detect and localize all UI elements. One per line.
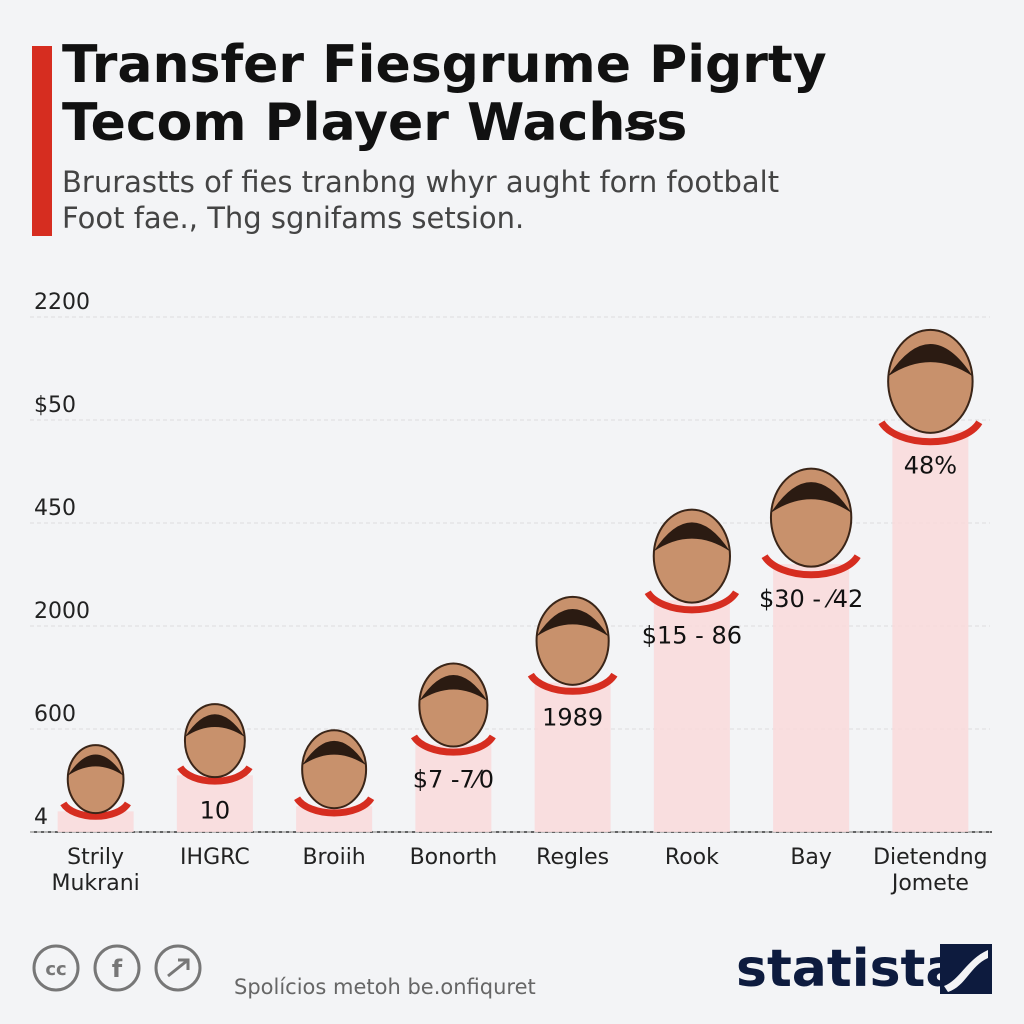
brand-logo xyxy=(940,944,992,994)
x-tick-label: Bay xyxy=(790,845,832,870)
accent-bar xyxy=(32,46,52,236)
y-tick-label: 600 xyxy=(34,702,76,727)
footer-note: Spolícios metoh be.onfiquret xyxy=(234,975,536,999)
bar-label: 1989 xyxy=(542,704,603,732)
jersey-collar xyxy=(527,672,618,695)
bar xyxy=(653,600,730,832)
player-hair xyxy=(419,674,488,701)
x-tick-label: Broiih xyxy=(302,845,366,870)
player-hair xyxy=(184,714,245,738)
svg-text:cc: cc xyxy=(45,959,66,980)
player-hair xyxy=(653,522,731,552)
jersey-collar xyxy=(410,734,496,756)
jersey-collar xyxy=(177,765,253,785)
bar xyxy=(892,430,969,832)
share-icon xyxy=(154,944,202,992)
jersey-collar xyxy=(878,420,983,446)
x-tick-label: Bonorth xyxy=(409,845,498,870)
y-tick-label: 450 xyxy=(34,496,76,521)
footer-icons: cc f xyxy=(32,944,202,992)
x-tick-label: Rook xyxy=(664,845,719,870)
jersey-collar xyxy=(644,590,740,614)
svg-text:f: f xyxy=(112,955,123,983)
player-hair xyxy=(770,482,852,513)
jersey-collar xyxy=(294,796,375,817)
y-tick-label: $50 xyxy=(34,393,76,418)
bar-label: $30 - ⁄42 xyxy=(759,585,863,613)
bar xyxy=(176,775,253,832)
bar xyxy=(415,744,492,832)
cc-icon xyxy=(32,944,80,992)
player-hair xyxy=(888,344,973,377)
bar-label: $15 - 86 xyxy=(642,621,742,649)
chart-subtitle: Brurastts of fies tranbng whyr aught for… xyxy=(62,165,780,235)
bar xyxy=(773,564,850,832)
header: Transfer Fiesgrume Pigrty Tecom Player W… xyxy=(62,36,962,236)
x-tick-label: Dietendng Jomete xyxy=(873,845,988,896)
jersey-collar xyxy=(60,801,131,820)
bar-label: 48% xyxy=(904,451,957,479)
header-text: Transfer Fiesgrume Pigrty Tecom Player W… xyxy=(62,36,962,236)
jersey-collar xyxy=(761,554,861,579)
player-hair xyxy=(536,608,609,637)
player-hair xyxy=(302,740,367,766)
y-tick-label: 2200 xyxy=(34,290,90,315)
bar-label: $7 -7⁄0 xyxy=(413,765,494,793)
bar xyxy=(534,682,611,832)
y-tick-label: 4 xyxy=(34,805,48,830)
bar-label: 10 xyxy=(200,796,231,824)
x-tick-label: IHGRC xyxy=(180,845,250,870)
facebook-icon xyxy=(93,944,141,992)
y-tick-label: 2000 xyxy=(34,599,90,624)
plot: 4 600 2000 450 $50 2200 10 $7 -7⁄0 1989 $15 - 86 $… xyxy=(30,290,990,833)
brand: statista xyxy=(736,939,960,999)
chart-title: Transfer Fiesgrume Pigrty Tecom Player W… xyxy=(62,36,827,153)
x-tick-label: Regles xyxy=(536,845,610,870)
x-tick-label: Strily Mukrani xyxy=(51,845,140,896)
player-hair xyxy=(67,754,124,776)
